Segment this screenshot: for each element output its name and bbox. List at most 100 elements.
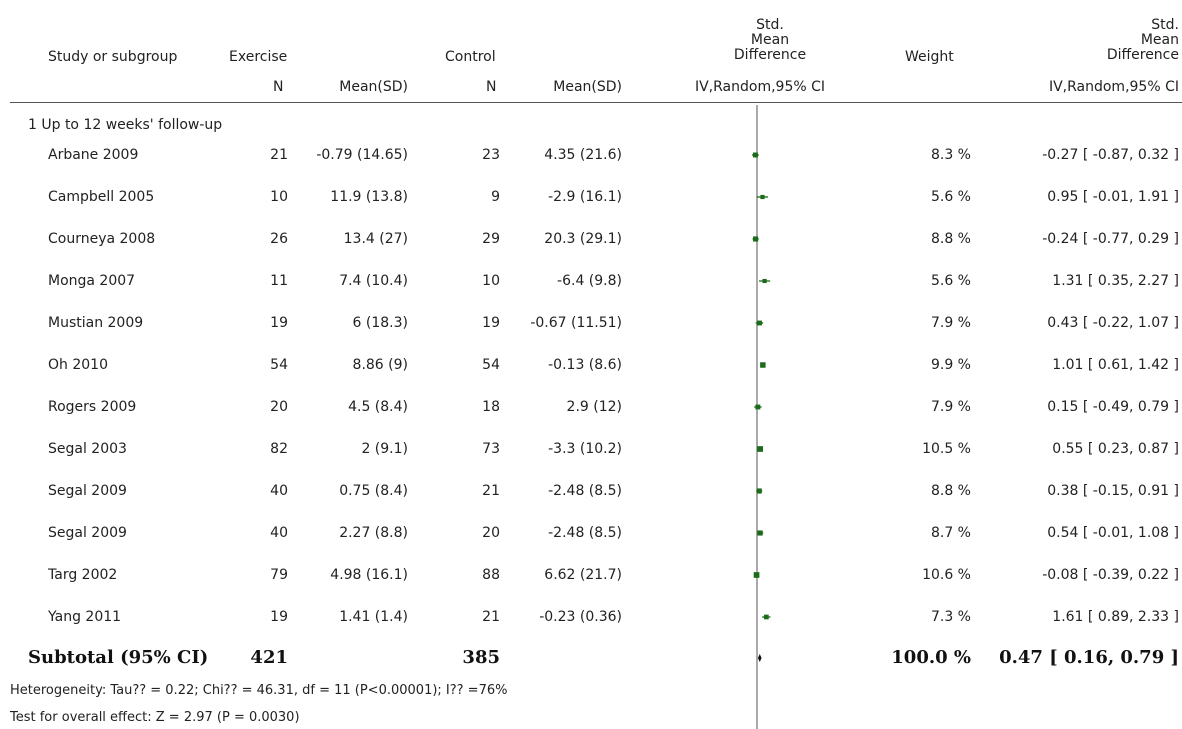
study-name: Segal 2003 [48, 441, 127, 457]
exercise-n: 82 [270, 441, 288, 457]
study-name: Rogers 2009 [48, 399, 137, 415]
control-n: 54 [482, 357, 500, 373]
study-name: Monga 2007 [48, 273, 136, 289]
control-n: 73 [482, 441, 500, 457]
study-weight: 5.6 % [930, 189, 971, 205]
exercise-n: 19 [270, 315, 288, 331]
study-effect-marker [763, 614, 769, 620]
study-effect-marker [753, 236, 759, 242]
control-mean-sd: -2.9 (16.1) [548, 189, 622, 205]
header-method-right: IV,Random,95% CI [1048, 79, 1179, 95]
exercise-mean-sd: 8.86 (9) [352, 357, 408, 373]
header-smd-right-line1: Std. [1151, 17, 1179, 33]
study-ci: 1.61 [ 0.89, 2.33 ] [1052, 609, 1179, 625]
study-effect-marker [762, 278, 767, 284]
header-exercise-meansd: Mean(SD) [339, 79, 408, 95]
header-smd-line3: Difference [733, 47, 807, 63]
exercise-n: 79 [270, 567, 288, 583]
subtotal-diamond [757, 654, 762, 662]
exercise-mean-sd: 0.75 (8.4) [339, 483, 408, 499]
exercise-mean-sd: 2 (9.1) [361, 441, 408, 457]
exercise-n: 40 [270, 483, 288, 499]
exercise-mean-sd: 1.41 (1.4) [339, 609, 408, 625]
study-name: Targ 2002 [48, 567, 118, 583]
header-smd-line2: Mean [750, 32, 790, 48]
study-effect-marker [757, 446, 764, 452]
exercise-n: 10 [270, 189, 288, 205]
study-ci: -0.27 [ -0.87, 0.32 ] [1042, 147, 1179, 163]
header-smd-right-line2: Mean [1140, 32, 1179, 48]
study-ci: 0.43 [ -0.22, 1.07 ] [1047, 315, 1179, 331]
study-name: Mustian 2009 [48, 315, 144, 331]
header-exercise: Exercise [229, 49, 288, 65]
control-mean-sd: 4.35 (21.6) [544, 147, 622, 163]
study-weight: 10.6 % [922, 567, 971, 583]
subtotal-control-n: 385 [462, 647, 500, 668]
exercise-mean-sd: 6 (18.3) [352, 315, 408, 331]
study-ci: 1.31 [ 0.35, 2.27 ] [1052, 273, 1179, 289]
study-ci: -0.24 [ -0.77, 0.29 ] [1042, 231, 1179, 247]
heterogeneity-text: Heterogeneity: Tau?? = 0.22; Chi?? = 46.… [10, 683, 508, 698]
exercise-n: 11 [270, 273, 288, 289]
control-mean-sd: -6.4 (9.8) [557, 273, 622, 289]
subgroup-label: 1 Up to 12 weeks' follow-up [28, 117, 223, 133]
control-mean-sd: -0.67 (11.51) [530, 315, 622, 331]
subtotal-exercise-n: 421 [250, 647, 288, 668]
header-control-n: N [486, 79, 497, 95]
subtotal-ci: 0.47 [ 0.16, 0.79 ] [999, 647, 1179, 668]
control-n: 18 [482, 399, 500, 415]
exercise-mean-sd: 11.9 (13.8) [330, 189, 408, 205]
study-ci: 0.95 [ -0.01, 1.91 ] [1047, 189, 1179, 205]
exercise-n: 40 [270, 525, 288, 541]
control-n: 21 [482, 483, 500, 499]
study-effect-marker [756, 488, 762, 494]
header-smd-line1: Std. [756, 17, 784, 33]
control-n: 29 [482, 231, 500, 247]
study-effect-marker [757, 320, 762, 326]
control-n: 10 [482, 273, 500, 289]
control-n: 23 [482, 147, 500, 163]
study-name: Arbane 2009 [48, 147, 139, 163]
control-n: 19 [482, 315, 500, 331]
header-method: IV,Random,95% CI [694, 79, 826, 95]
subtotal-weight: 100.0 % [891, 647, 971, 668]
exercise-n: 26 [270, 231, 288, 247]
study-ci: 0.55 [ 0.23, 0.87 ] [1052, 441, 1179, 457]
study-weight: 8.7 % [930, 525, 971, 541]
header-control: Control [445, 49, 496, 65]
control-mean-sd: -0.13 (8.6) [548, 357, 622, 373]
study-weight: 5.6 % [930, 273, 971, 289]
header-divider [10, 102, 1182, 103]
header-weight: Weight [905, 49, 954, 65]
study-ci: 0.54 [ -0.01, 1.08 ] [1047, 525, 1179, 541]
study-weight: 9.9 % [930, 357, 971, 373]
study-ci: 0.38 [ -0.15, 0.91 ] [1047, 483, 1179, 499]
study-ci: 1.01 [ 0.61, 1.42 ] [1052, 357, 1179, 373]
study-weight: 7.9 % [930, 315, 971, 331]
control-mean-sd: 20.3 (29.1) [544, 231, 622, 247]
control-mean-sd: -2.48 (8.5) [548, 483, 622, 499]
study-effect-marker [757, 530, 763, 536]
study-weight: 8.8 % [930, 231, 971, 247]
study-effect-marker [753, 572, 760, 578]
study-weight: 7.3 % [930, 609, 971, 625]
study-name: Campbell 2005 [48, 189, 155, 205]
exercise-n: 21 [270, 147, 288, 163]
study-weight: 8.8 % [930, 483, 971, 499]
header-smd-right-line3: Difference [1106, 47, 1179, 63]
header-exercise-n: N [273, 79, 284, 95]
control-n: 88 [482, 567, 500, 583]
study-name: Segal 2009 [48, 525, 127, 541]
study-name: Yang 2011 [48, 609, 122, 625]
study-ci: -0.08 [ -0.39, 0.22 ] [1042, 567, 1179, 583]
study-name: Oh 2010 [48, 357, 108, 373]
exercise-mean-sd: 2.27 (8.8) [339, 525, 408, 541]
study-effect-marker [760, 362, 766, 368]
study-weight: 10.5 % [922, 441, 971, 457]
overall-effect-text: Test for overall effect: Z = 2.97 (P = 0… [10, 710, 300, 725]
subtotal-label: Subtotal (95% CI) [28, 647, 209, 668]
exercise-mean-sd: 4.5 (8.4) [348, 399, 408, 415]
study-name: Segal 2009 [48, 483, 127, 499]
exercise-mean-sd: 4.98 (16.1) [330, 567, 408, 583]
